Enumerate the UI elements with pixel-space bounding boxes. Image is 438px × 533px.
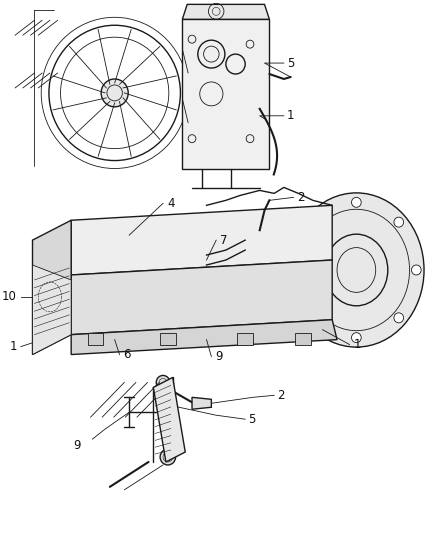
Polygon shape — [71, 320, 337, 354]
Polygon shape — [160, 333, 176, 345]
Polygon shape — [237, 333, 253, 345]
Polygon shape — [182, 19, 269, 168]
Text: 9: 9 — [215, 350, 223, 363]
Circle shape — [253, 233, 266, 247]
Circle shape — [156, 375, 170, 389]
Polygon shape — [182, 4, 269, 19]
Circle shape — [238, 223, 252, 237]
Text: 1: 1 — [287, 109, 294, 122]
Polygon shape — [153, 377, 185, 462]
Text: 5: 5 — [287, 56, 294, 70]
Polygon shape — [192, 397, 212, 409]
Text: 9: 9 — [73, 439, 81, 451]
Ellipse shape — [289, 193, 424, 347]
Text: 10: 10 — [2, 290, 17, 303]
Text: 7: 7 — [220, 233, 228, 247]
Polygon shape — [88, 333, 103, 345]
Text: 1: 1 — [353, 338, 361, 351]
Circle shape — [309, 217, 319, 227]
Circle shape — [411, 265, 421, 275]
Circle shape — [309, 313, 319, 323]
Circle shape — [352, 333, 361, 343]
Circle shape — [352, 197, 361, 207]
Text: 5: 5 — [248, 413, 255, 426]
Circle shape — [394, 217, 403, 227]
Text: 1: 1 — [10, 340, 17, 353]
Circle shape — [263, 243, 276, 257]
Polygon shape — [296, 333, 311, 345]
Circle shape — [394, 313, 403, 323]
Circle shape — [165, 400, 175, 410]
Circle shape — [160, 449, 176, 465]
Polygon shape — [71, 205, 332, 275]
Polygon shape — [71, 260, 332, 335]
Text: 2: 2 — [297, 191, 305, 204]
Text: 2: 2 — [277, 389, 285, 402]
Polygon shape — [32, 220, 71, 354]
Circle shape — [292, 265, 301, 275]
Polygon shape — [32, 265, 71, 354]
Circle shape — [101, 79, 128, 107]
Text: 6: 6 — [124, 348, 131, 361]
Text: 4: 4 — [167, 197, 174, 210]
